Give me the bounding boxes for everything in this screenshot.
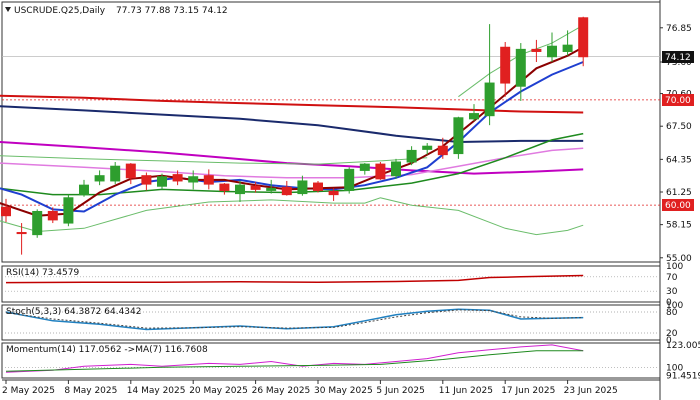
momentum-ma-line [5, 350, 584, 372]
price-tick-label: 64.35 [666, 155, 692, 165]
candle-body[interactable] [344, 168, 355, 191]
candle-body[interactable] [531, 48, 542, 52]
current-price-tag-bg [662, 51, 694, 63]
candle-body[interactable] [250, 185, 261, 190]
time-tick-label: 11 Jun 2025 [439, 386, 493, 396]
time-tick-label: 20 May 2025 [189, 386, 248, 396]
candle-body[interactable] [375, 163, 386, 180]
candle-body[interactable] [547, 45, 557, 58]
candle-body[interactable] [391, 161, 401, 177]
sub-panels [2, 274, 660, 373]
level-60-tag-bg [662, 199, 694, 211]
price-tick-label: 76.85 [666, 24, 692, 34]
indicator-tick-label: 80 [666, 308, 678, 318]
price-tick-label: 67.50 [666, 122, 692, 132]
candle-body[interactable] [328, 190, 339, 196]
candle-body[interactable] [188, 176, 199, 183]
symbol-label: USCRUDE.Q25,Daily [14, 6, 106, 16]
band-lower-line [0, 197, 584, 236]
time-tick-label: 30 May 2025 [314, 386, 373, 396]
indicator-tick-label: 100 [666, 301, 683, 311]
candle-body[interactable] [297, 180, 308, 195]
time-tick-label: 17 Jun 2025 [501, 386, 555, 396]
band-upper-line [0, 155, 428, 165]
candle-body[interactable] [94, 175, 105, 182]
candle-body[interactable] [47, 210, 58, 221]
time-tick-label: 14 May 2025 [127, 386, 186, 396]
candle-body[interactable] [266, 187, 277, 191]
ohlc-readout: 77.73 77.88 73.15 74.12 [116, 6, 228, 16]
time-tick-label: 2 May 2025 [2, 386, 55, 396]
stoch-d-line [5, 309, 584, 329]
time-tick-label: 8 May 2025 [64, 386, 117, 396]
candle-body[interactable] [500, 46, 511, 84]
candle-body[interactable] [157, 176, 167, 187]
candle-body[interactable] [125, 163, 136, 179]
level-70-tag: 70.00 [665, 96, 691, 106]
indicator-tick-label: 123.0051 [666, 341, 700, 351]
candle-body[interactable] [219, 183, 230, 191]
candle-body[interactable] [578, 17, 589, 58]
price-tick-label: 55.00 [666, 254, 692, 264]
price-tick-label: 58.15 [666, 221, 692, 231]
indicator-tick-label: 30 [666, 287, 678, 297]
momentum-label: Momentum(14) 117.0562 ->MA(7) 116.7608 [6, 345, 208, 355]
rsi-label: RSI(14) 73.4579 [6, 268, 79, 278]
level-70-tag-bg [662, 94, 694, 106]
ma-navy-line [0, 105, 584, 144]
candle-body[interactable] [1, 206, 11, 217]
candle-body[interactable] [484, 82, 495, 117]
indicator-tick-label: 0 [666, 336, 672, 346]
candle-body[interactable] [141, 175, 152, 185]
candle-body[interactable] [422, 145, 433, 150]
candle-body[interactable] [63, 197, 74, 224]
candle-body[interactable] [281, 186, 292, 196]
candle-body[interactable] [235, 184, 245, 195]
candles-layer[interactable] [1, 16, 589, 255]
stoch-k-line [5, 308, 584, 331]
candle-body[interactable] [515, 48, 526, 87]
current-price-tag: 74.12 [665, 53, 691, 63]
candle-body[interactable] [32, 210, 43, 236]
candle-body[interactable] [172, 174, 183, 182]
time-tick-label: 26 May 2025 [252, 386, 311, 396]
dropdown-triangle-icon[interactable] [5, 7, 11, 12]
momentum-line [5, 344, 584, 373]
rsi-line [5, 274, 584, 284]
candle-body[interactable] [453, 117, 464, 155]
candle-body[interactable] [406, 149, 417, 163]
candle-body[interactable] [110, 165, 121, 182]
indicator-tick-label: 91.4519 [666, 372, 700, 382]
candle-body[interactable] [203, 175, 214, 185]
candle-body[interactable] [359, 163, 370, 171]
level-60-tag: 60.00 [665, 201, 691, 211]
candle-body[interactable] [437, 145, 448, 156]
indicator-tick-label: 20 [666, 329, 678, 339]
candle-body[interactable] [16, 232, 27, 235]
indicator-tick-label: 100 [666, 363, 683, 373]
candle-body[interactable] [469, 113, 479, 120]
long-ma-red-line [0, 94, 584, 114]
indicator-tick-label: 0 [666, 298, 672, 308]
time-tick-label: 5 Jun 2025 [376, 386, 424, 396]
candle-body[interactable] [562, 44, 573, 52]
indicator-tick-label: 100 [666, 262, 683, 272]
ma-magenta-line [0, 141, 584, 175]
indicator-tick-label: 70 [666, 273, 678, 283]
time-tick-label: 23 Jun 2025 [564, 386, 618, 396]
price-tick-label: 61.25 [666, 188, 692, 198]
candle-body[interactable] [79, 184, 89, 196]
stoch-label: Stoch(5,3,3) 64.3872 64.4342 [6, 307, 141, 317]
candle-body[interactable] [313, 182, 323, 191]
